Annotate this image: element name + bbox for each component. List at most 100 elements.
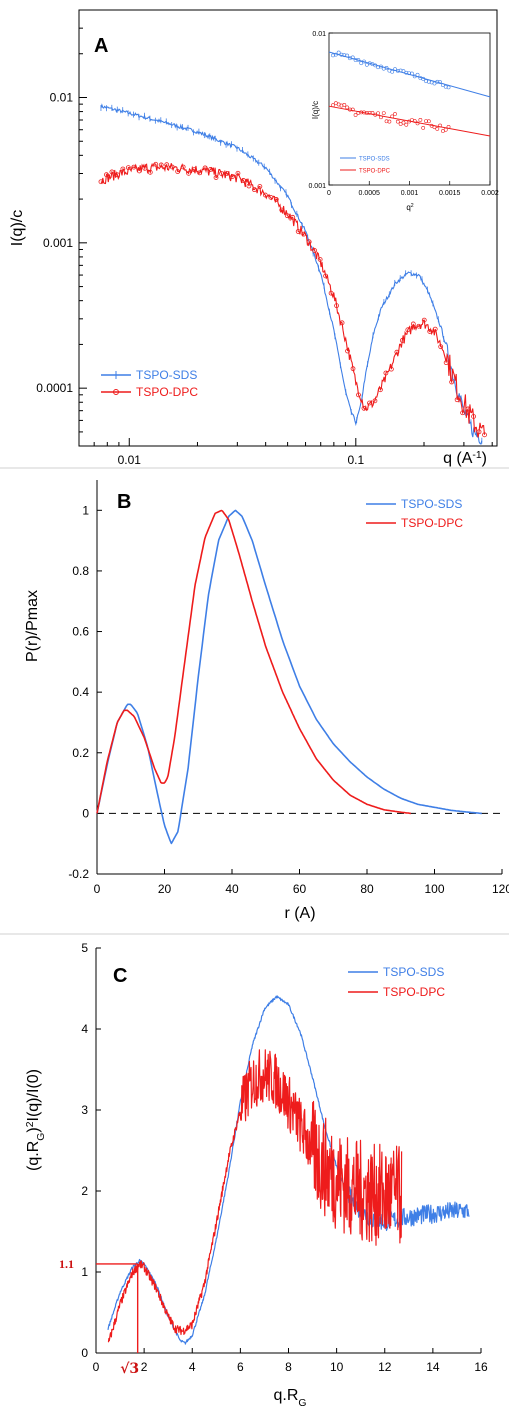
x-tick-label: 0.1 [347,453,364,467]
inset-data-point [373,63,378,68]
data-point [345,348,350,354]
y-tick-label: 1 [82,503,89,517]
inset-data-point [424,119,428,124]
inset-data-point [401,69,406,74]
inset-data-point [364,111,369,115]
inset-data-point [412,74,417,79]
data-point [246,183,252,189]
inset-data-point [345,105,350,110]
y-axis-label: (q.RG)2I(q)/I(0) [25,1069,47,1171]
data-point [131,164,137,170]
inset-fit-line [328,51,491,98]
data-point [295,229,301,234]
inset-data-point [390,69,395,74]
data-point [273,197,279,202]
data-point [279,207,285,213]
data-point [460,410,466,416]
inset-data-point [426,119,431,124]
chart-panel-a: 0.01 0.1 0.01 0.001 0.0001 A I(q)/c q (A-1) TSPO… [9,9,499,467]
y-tick-label: 0.001 [43,236,73,250]
inset-data-point [432,125,437,130]
data-point [438,344,444,350]
inset-data-point [379,115,383,120]
data-point [317,257,323,262]
x-tick-label: 12 [378,1360,392,1374]
data-point [312,248,318,253]
data-point [367,400,372,406]
data-point [125,165,131,170]
series-tspo-dpc [107,1049,403,1343]
inset-data-point [435,79,440,84]
data-point [208,167,213,172]
inset-legend-label: TSPO-DPC [359,169,391,175]
series-tspo-sds [100,103,483,445]
data-point [449,379,455,385]
data-point [421,317,427,323]
inset-data-point [359,61,364,66]
inset-data-point [359,110,364,115]
data-point [120,166,126,172]
y-tick-label: 0.01 [50,90,74,104]
data-point [339,320,345,326]
inset-data-point [407,71,411,76]
inset-data-point [342,53,347,58]
data-point [235,170,241,176]
panel-letter: C [113,965,127,987]
inset-data-point [398,68,403,73]
data-point [180,164,186,170]
series-tspo-sds [96,509,482,845]
data-point [142,165,148,171]
inset-data-point [364,62,369,67]
inset-data-point [404,70,409,75]
inset-data-point [350,107,355,112]
inset-y-tick-label: 0.01 [312,31,326,38]
inset-data-point [356,111,361,115]
inset-x-tick-label: 0.002 [481,190,499,197]
data-point [241,178,246,183]
y-tick-label: 0.8 [72,564,89,578]
label-part: q [406,203,410,212]
data-point [98,179,104,185]
data-point [328,290,334,296]
inset-data-point [339,52,344,57]
data-point [334,303,339,309]
inset-data-point [373,112,378,117]
inset-data-point [370,111,375,115]
legend-label: TSPO-SDS [136,368,197,382]
chart-panel-b: 0 20 40 60 80 100 120 -0.2 0 0.2 0.4 0.6 0.8 1 B P(r)/P… [24,480,509,922]
data-point [251,187,257,193]
y-tick-label: 0.4 [72,685,89,699]
x-tick-label: 60 [293,882,307,896]
inset-data-point [395,119,400,124]
data-point [164,162,170,168]
inset-data-point [367,110,372,115]
data-point [284,213,290,219]
inset-data-point [333,52,338,57]
inset-data-point [421,125,426,130]
x-tick-label: 10 [330,1360,344,1374]
inset-data-point [395,68,400,73]
data-point [427,329,433,334]
data-point [175,169,181,174]
inset-data-point [336,50,341,55]
data-point [301,231,307,237]
data-point [219,171,224,176]
chart-panel-c: 0 2 4 6 8 10 12 14 16012345C(q.RG)2I(q)/I(0)q.RG… [25,941,488,1409]
inset-data-point [441,83,445,88]
x-axis-label: q.RG [274,1387,307,1409]
inset-data-point [393,112,397,116]
x-tick-label: 14 [426,1360,440,1374]
legend-item-tspo-sds: TSPO-SDS [348,965,444,979]
label-part: (q.R [25,1141,42,1171]
inset-data-point [331,103,335,108]
inset-data-point [421,76,426,81]
series-tspo-sds [107,995,470,1345]
data-point [136,168,142,174]
inset-x-axis-label: q2 [406,203,413,212]
data-point [432,326,438,332]
data-point [224,171,230,176]
y-tick-label: 4 [81,1022,88,1036]
x-axis-label: r (A) [284,905,315,922]
y-tick-label: -0.2 [68,867,89,881]
label-part: q (A [443,450,473,467]
